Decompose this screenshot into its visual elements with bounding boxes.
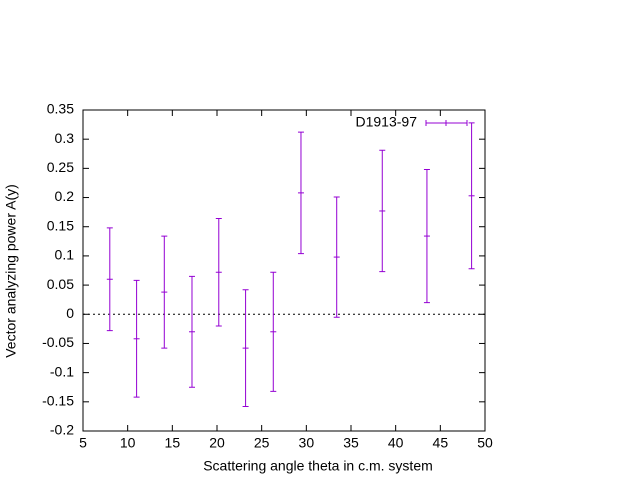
y-tick-label: -0.05 [42,334,74,350]
x-tick-label: 50 [477,435,493,451]
y-tick-label: -0.15 [42,393,74,409]
plot-border [82,109,486,432]
x-tick-label: 20 [209,435,225,451]
y-tick-label: 0.35 [47,101,74,117]
x-tick-label: 30 [299,435,315,451]
legend-sample [425,120,468,126]
y-tick-label: -0.2 [50,422,74,438]
y-tick-label: 0.2 [55,188,75,204]
x-tick-label: 5 [79,435,87,451]
y-tick-label: -0.1 [50,363,74,379]
y-axis-label: Vector analyzing power A(y) [3,184,19,358]
x-tick-label: 25 [254,435,270,451]
legend-label: D1913-97 [356,114,418,130]
y-tick-label: 0.15 [47,217,74,233]
x-tick-label: 10 [120,435,136,451]
x-tick-label: 40 [388,435,404,451]
x-tick-label: 15 [165,435,181,451]
y-tick-label: 0.3 [55,130,75,146]
y-tick-label: 0.25 [47,159,74,175]
x-axis-label: Scattering angle theta in c.m. system [203,458,433,474]
x-tick-label: 35 [343,435,359,451]
x-tick-label: 45 [433,435,449,451]
y-tick-label: 0.05 [47,276,74,292]
y-tick-label: 0 [66,305,74,321]
y-tick-label: 0.1 [55,247,75,263]
